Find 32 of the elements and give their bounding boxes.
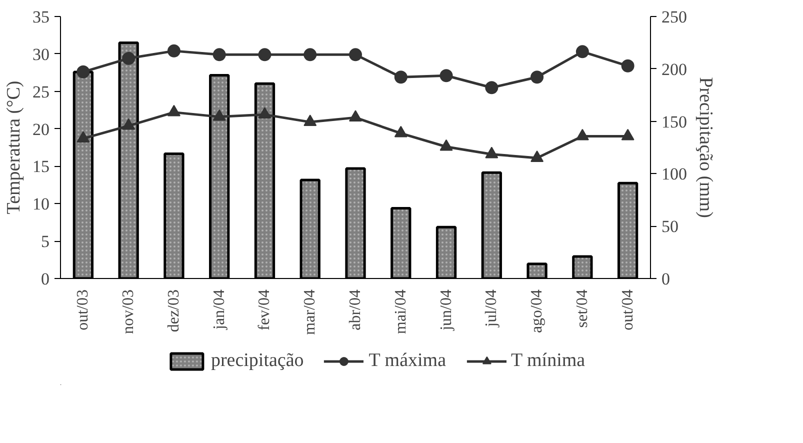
y-tick-label: 30 [32,44,50,64]
y-axis-title: Temperatura (°C) [4,80,24,214]
x-tick-label: mar/04 [302,289,319,335]
y-tick-label: 5 [41,232,50,252]
legend-label: T mínima [511,350,586,372]
y2-tick-label: 150 [662,112,687,132]
y2-tick-label: 100 [662,164,687,184]
x-tick-label: dez/03 [165,289,182,332]
y2-tick-label: 250 [662,8,687,26]
y2-tick-label: 50 [662,217,678,236]
y2-tick-label: 200 [662,60,687,79]
x-tick-label: jun/04 [438,290,455,332]
x-tick-label: out/04 [619,290,636,330]
x-tick-label: abr/04 [347,290,364,330]
y-tick-label: 35 [32,8,50,26]
x-tick-label: fev/04 [256,290,274,330]
x-tick-label: ago/04 [528,290,546,334]
x-tick-label: jan/04 [210,289,228,330]
y-tick-label: 20 [32,120,50,139]
legend-label: precipitação [210,350,304,372]
y-tick-label: 0 [41,270,50,288]
x-tick-label: mai/04 [392,290,410,334]
x-tick-label: set/04 [574,290,591,328]
x-tick-label: out/03 [74,290,92,330]
y-tick-label: 10 [32,194,50,214]
x-tick-label: nov/03 [120,289,138,334]
y-tick-label: 15 [32,157,50,176]
legend-label: T máxima [368,350,446,372]
x-tick-label: jul/04 [483,289,500,328]
y-tick-label: 25 [32,82,50,102]
y2-axis-title: Precipitação (mm) [695,77,716,218]
y2-tick-label: 0 [662,270,670,288]
